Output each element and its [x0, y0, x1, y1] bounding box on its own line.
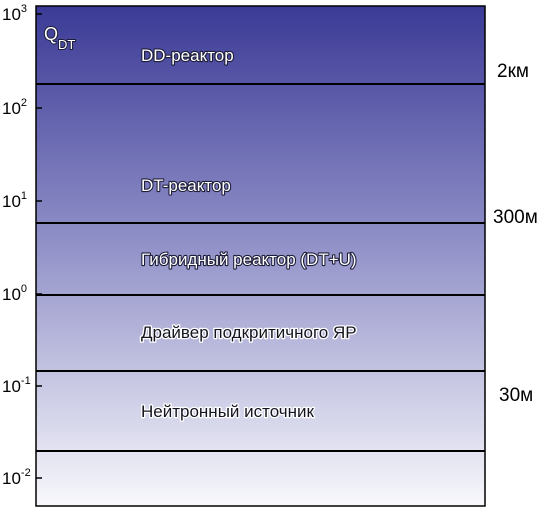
size-label: 300м — [493, 207, 538, 228]
y-tick-label: 10-1 — [2, 375, 31, 396]
diagram-background — [35, 5, 486, 507]
y-tick-label: 103 — [2, 3, 27, 24]
y-tick-label: 10-2 — [2, 467, 31, 488]
y-tick-label: 102 — [2, 97, 27, 118]
band-label: Гибридный реактор (DT+U) — [141, 250, 357, 269]
band-label: DD-реактор — [141, 46, 234, 65]
band-label: DT-реактор — [141, 176, 231, 195]
band-label: Нейтронный источник — [141, 402, 315, 421]
band-label: Драйвер подкритичного ЯР — [141, 323, 357, 342]
y-tick-label: 100 — [2, 283, 27, 304]
size-label: 2км — [497, 61, 529, 82]
q-dt-axis-label: QDT — [44, 24, 75, 52]
y-tick-label: 101 — [2, 190, 27, 211]
size-label: 30м — [499, 385, 533, 406]
